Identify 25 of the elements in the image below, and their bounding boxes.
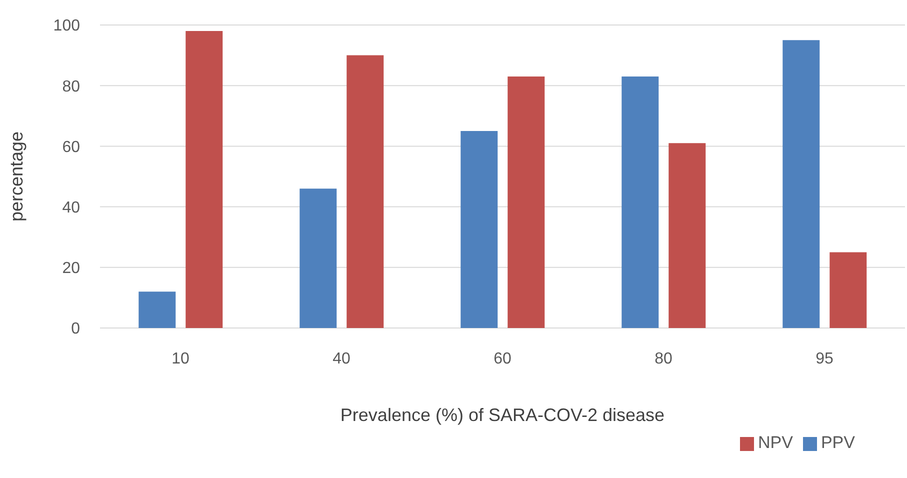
bar <box>186 31 223 328</box>
y-tick-label: 60 <box>62 138 80 156</box>
bar <box>782 40 820 328</box>
legend-label: PPV <box>820 433 855 452</box>
x-tick-label: 80 <box>654 350 672 368</box>
y-tick-label: 100 <box>53 18 80 35</box>
legend-label: NPV <box>758 433 793 452</box>
bar <box>830 252 867 328</box>
x-tick-label: 95 <box>816 350 834 368</box>
y-axis-title: percentage <box>6 131 26 222</box>
x-tick-label: 40 <box>332 350 350 368</box>
y-tick-label: 20 <box>62 260 80 278</box>
bar <box>460 131 498 328</box>
y-tick-label: 80 <box>62 78 80 96</box>
x-tick-label: 10 <box>172 350 190 368</box>
bar <box>622 76 659 328</box>
x-axis-title: Prevalence (%) of SARA-COV-2 disease <box>340 405 665 425</box>
y-tick-label: 40 <box>62 199 80 216</box>
bar <box>138 292 176 328</box>
bar <box>508 76 545 328</box>
x-tick-label: 60 <box>494 350 512 368</box>
bar <box>668 143 706 328</box>
y-tick-label: 0 <box>71 320 80 338</box>
bar <box>346 55 384 328</box>
bar <box>300 188 337 328</box>
